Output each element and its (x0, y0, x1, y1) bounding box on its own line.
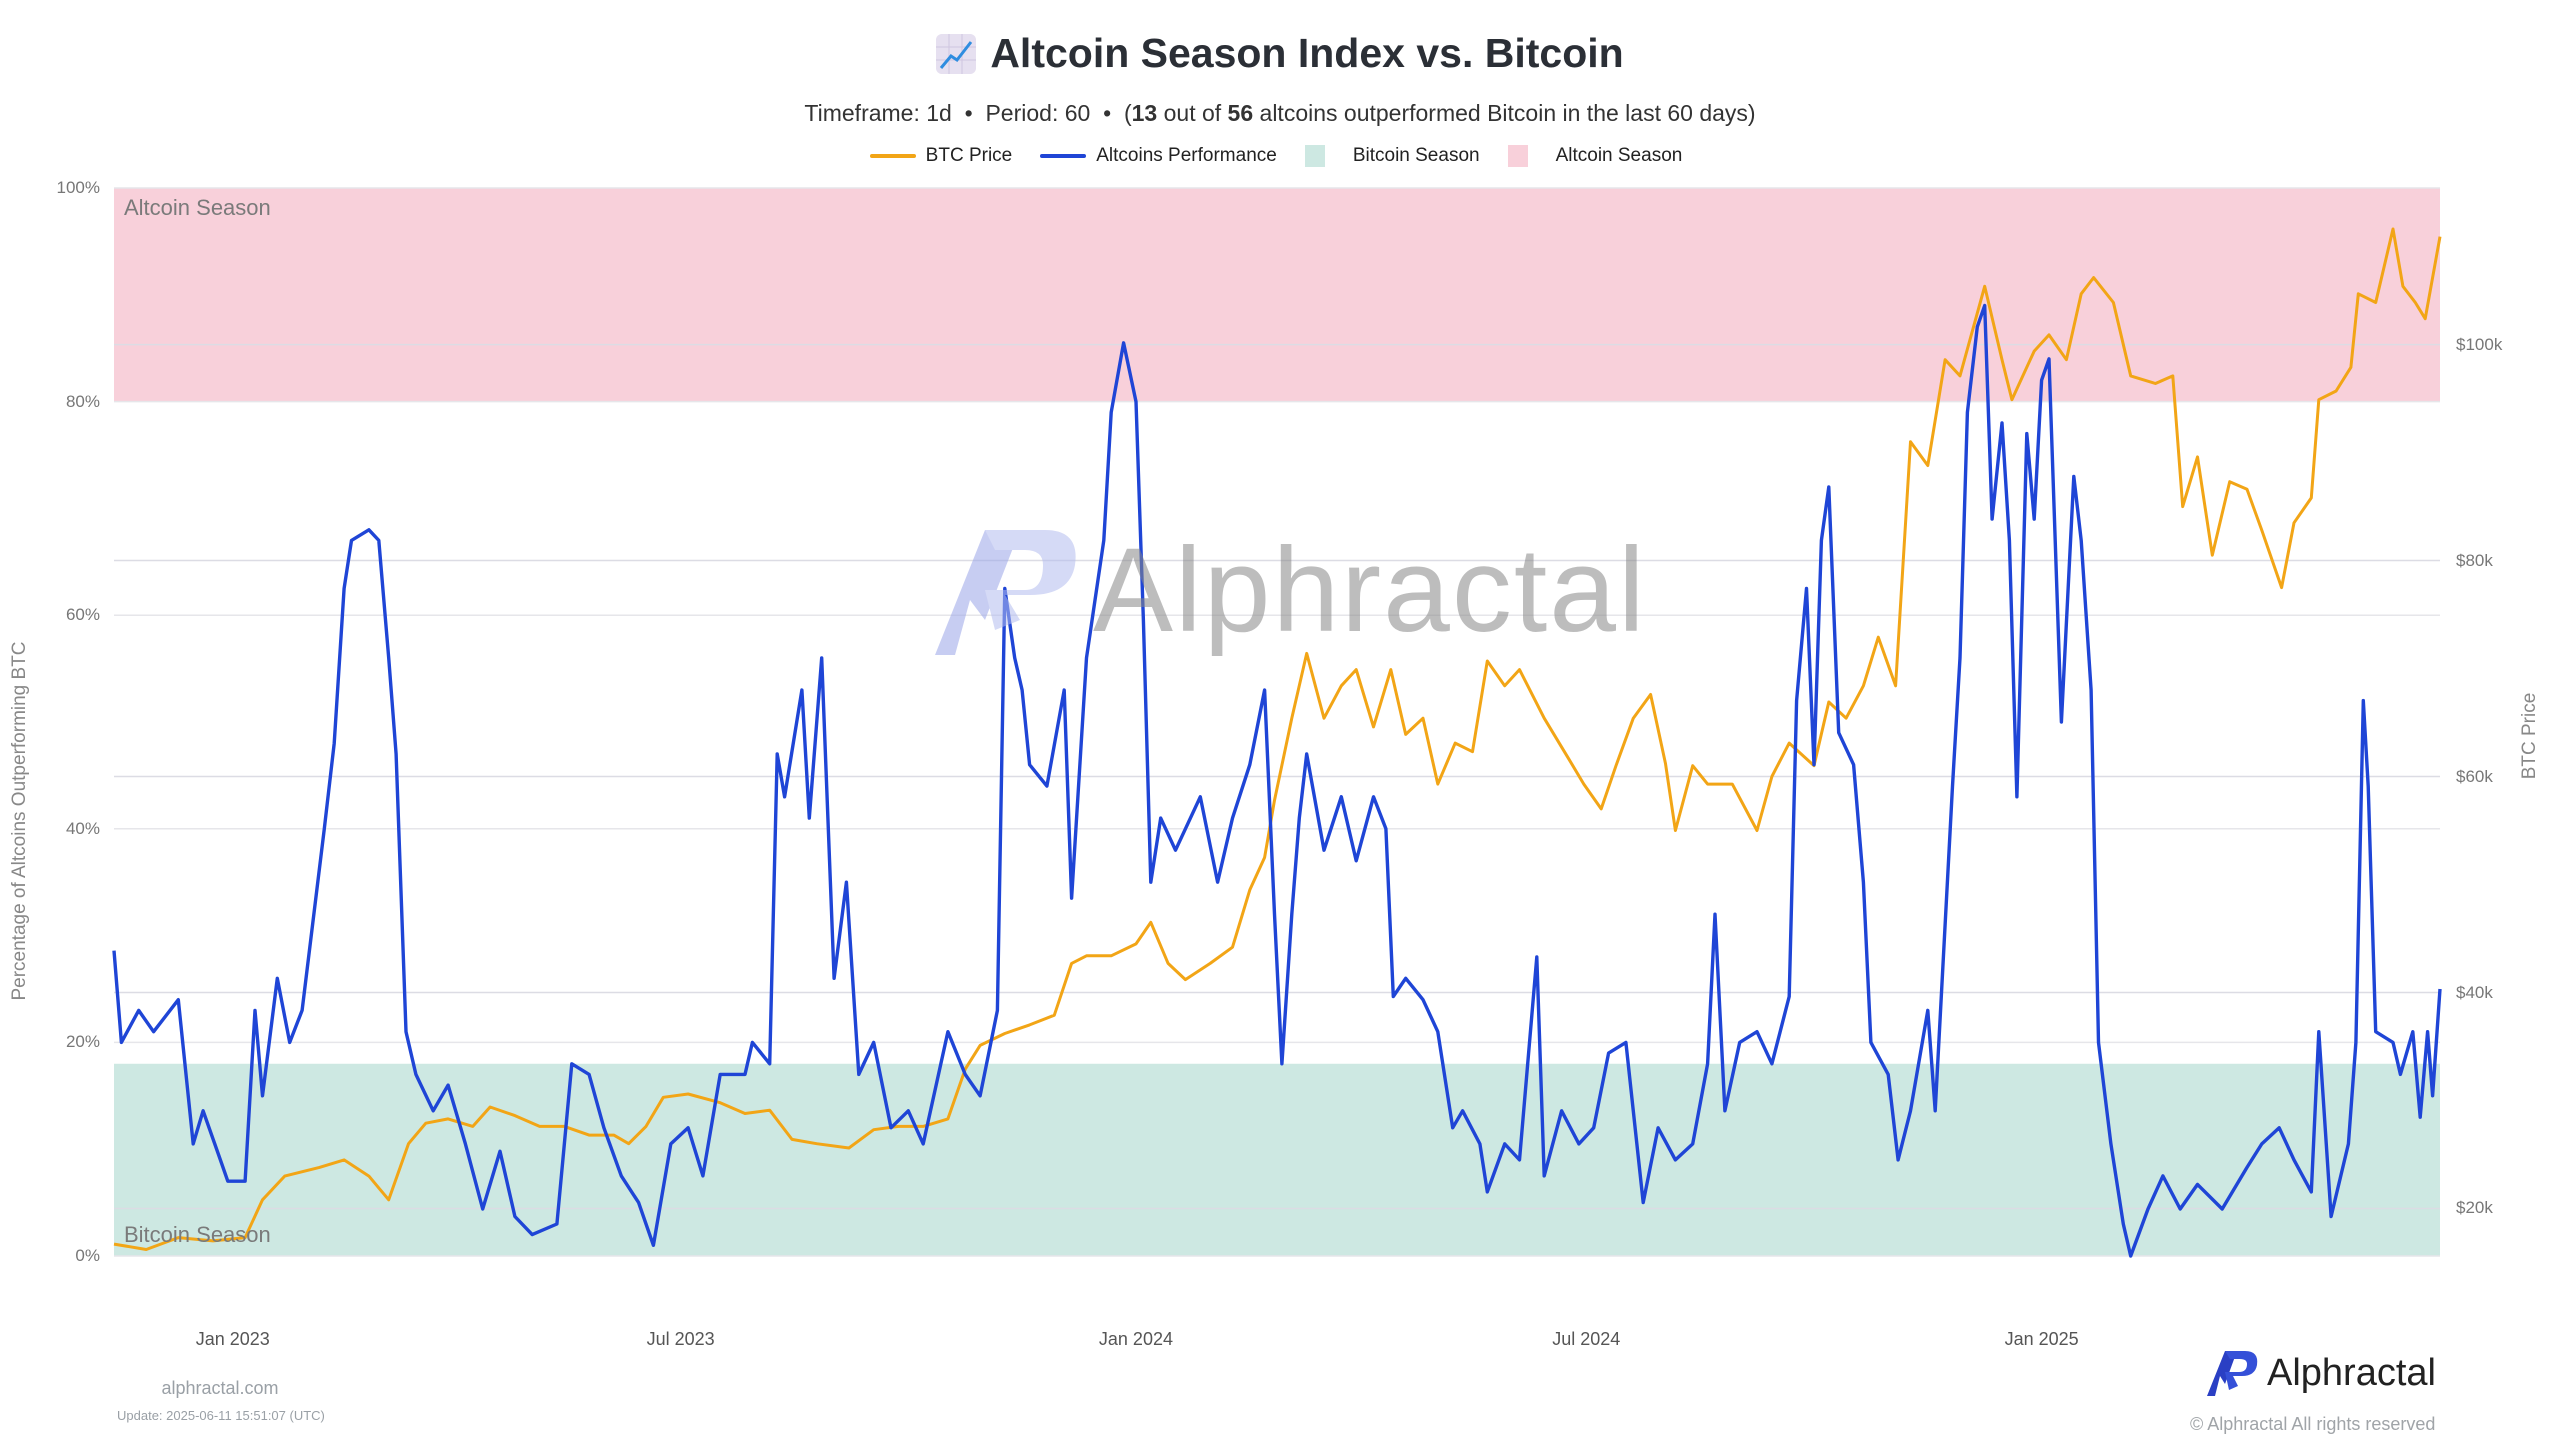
altcoin-season-band-label: Altcoin Season (124, 195, 271, 220)
subtitle-out-of: out of (1163, 100, 1222, 126)
y-right-tick-label: $80k (2456, 550, 2493, 570)
x-tick-label: Jan 2023 (195, 1329, 270, 1349)
x-tick-label: Jan 2024 (1098, 1329, 1173, 1349)
site-link[interactable]: alphractal.com (161, 1378, 279, 1398)
y-right-tick-label: $40k (2456, 982, 2493, 1002)
subtitle-timeframe: Timeframe: 1d (804, 100, 952, 126)
bitcoin-season-band-label: Bitcoin Season (124, 1222, 271, 1247)
watermark-text: Alphractal (1093, 523, 1647, 657)
y-left-tick-label: 0% (75, 1246, 100, 1265)
altcoins-performance-line (112, 303, 2442, 1258)
legend-line-swatch (869, 154, 916, 158)
alphractal-logo-icon (2207, 1351, 2258, 1396)
brand-logo: Alphractal (2205, 1348, 2436, 1398)
x-tick-label: Jul 2024 (1552, 1329, 1621, 1349)
altcoin-season-band (114, 188, 2440, 402)
subtitle-separator: • (1103, 100, 1112, 126)
x-tick-label: Jul 2023 (646, 1329, 715, 1349)
subtitle-open-paren: ( (1123, 100, 1132, 126)
legend-label: BTC Price (925, 145, 1013, 166)
legend-label: Altcoins Performance (1096, 145, 1277, 166)
y-axis-left-label: Percentage of Altcoins Outperforming BTC (9, 641, 30, 1001)
y-axis-right-label: BTC Price (2519, 692, 2540, 780)
legend-box-swatch (1304, 145, 1325, 167)
update-timestamp: Update: 2025-06-11 15:51:07 (UTC) (117, 1408, 325, 1423)
brand-name: Alphractal (2267, 1351, 2436, 1394)
legend-item-bitcoin-season[interactable]: Bitcoin Season (1304, 145, 1480, 167)
subtitle-total: 56 (1227, 100, 1254, 126)
title-text: Altcoin Season Index vs. Bitcoin (990, 30, 1624, 76)
btc-price-line (113, 227, 2442, 1251)
x-tick-label: Jan 2025 (2004, 1329, 2079, 1349)
chart-subtitle: Timeframe: 1d • Period: 60 • (13 out of … (0, 100, 2560, 127)
alphractal-logo-icon (935, 530, 1076, 655)
subtitle-rest: altcoins outperformed Bitcoin in the las… (1259, 100, 1756, 126)
y-right-tick-label: $60k (2456, 766, 2493, 786)
y-left-tick-label: 20% (65, 1032, 100, 1052)
subtitle-separator: • (964, 100, 973, 126)
chart-title: Altcoin Season Index vs. Bitcoin (0, 30, 2560, 77)
y-left-tick-label: 40% (65, 818, 100, 838)
legend: BTC Price Altcoins Performance Bitcoin S… (0, 145, 2560, 167)
legend-line-swatch (1040, 154, 1087, 158)
legend-label: Bitcoin Season (1352, 145, 1480, 166)
y-right-tick-label: $20k (2456, 1198, 2493, 1218)
copyright: © Alphractal All rights reserved (2190, 1414, 2436, 1434)
subtitle-period: Period: 60 (985, 100, 1091, 126)
y-left-tick-label: 80% (65, 391, 100, 411)
watermark: Alphractal (925, 520, 1647, 660)
y-right-tick-label: $100k (2456, 334, 2503, 354)
bitcoin-season-band (114, 1063, 2440, 1256)
subtitle-outperformers: 13 (1131, 100, 1158, 126)
legend-item-btc-price[interactable]: BTC Price (869, 145, 1013, 167)
legend-label: Altcoin Season (1555, 145, 1683, 166)
y-left-tick-label: 100% (56, 178, 100, 197)
legend-box-swatch (1507, 145, 1528, 167)
legend-item-altcoin-season[interactable]: Altcoin Season (1507, 145, 1683, 167)
legend-item-altcoins-performance[interactable]: Altcoins Performance (1040, 145, 1277, 167)
y-left-tick-label: 60% (65, 605, 100, 625)
chart-increasing-icon (936, 33, 977, 74)
